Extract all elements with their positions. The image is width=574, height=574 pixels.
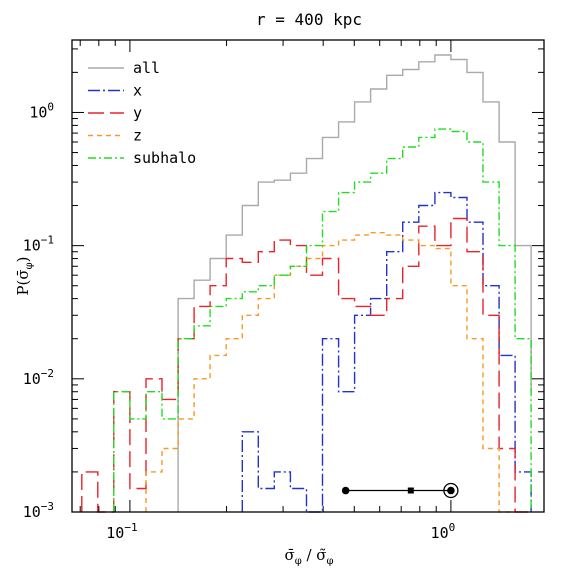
y-axis-label: P(σ̄φ) [14,256,35,295]
x-axis-label: σ̄φ / σ̃φ [284,546,333,567]
y-tick-label: 10−2 [23,367,54,388]
x-tick-label: 100 [431,521,456,542]
y-tick-labels: 10−3 10−2 10−1 100 [23,100,54,521]
annotation-square [407,487,414,494]
y-tick-label: 10−3 [23,500,54,521]
annotation-center-dot [447,486,455,495]
legend-label-y: y [133,104,142,122]
y-tick-label: 100 [29,100,54,121]
legend-label-x: x [133,82,142,100]
series-subhalo [113,128,532,512]
y-tick-label: 10−1 [23,234,54,255]
x-tick-labels: 10−1 100 [106,521,455,542]
legend-label-z: z [133,127,142,145]
x-tick-label: 10−1 [106,521,137,542]
series-layer [81,54,532,513]
plot-frame [71,39,545,513]
annotation-marker [341,482,459,499]
legend: all xyz subhalo [88,59,196,167]
annotation-ring [443,482,459,499]
chart-title: r = 400 kpc [256,10,362,29]
annotation-dot [341,486,350,495]
axis-ticks [72,40,544,513]
legend-label-all: all [133,59,160,77]
series-x [241,191,532,513]
series-z [145,232,516,513]
series-all [177,54,532,512]
legend-label-subhalo: subhalo [133,149,196,167]
